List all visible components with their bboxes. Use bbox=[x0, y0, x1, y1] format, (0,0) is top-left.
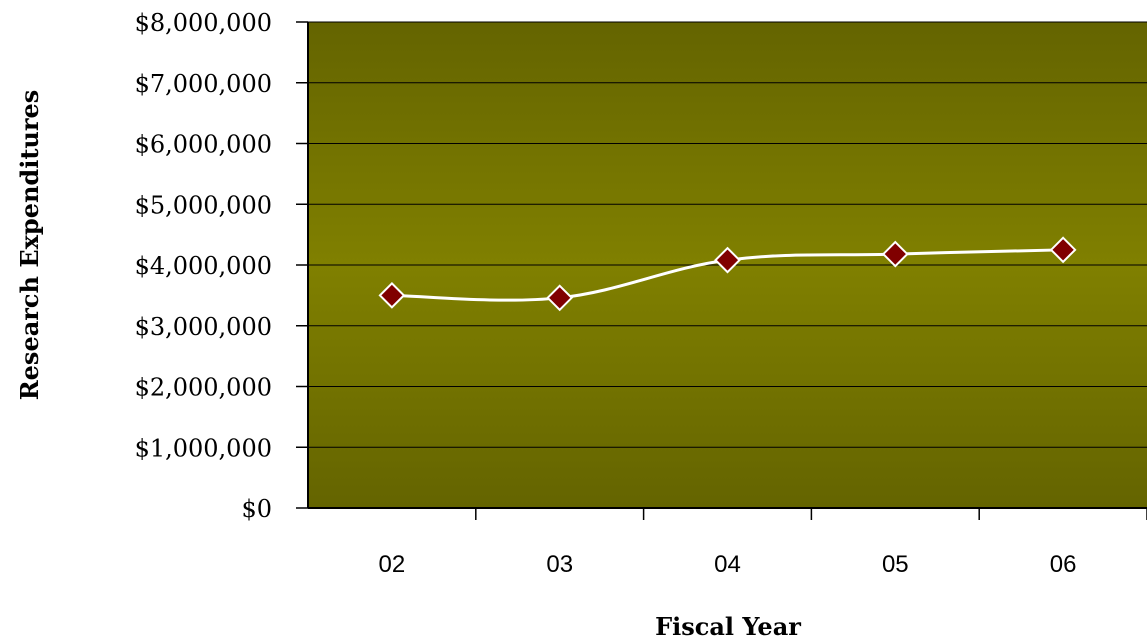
y-tick-label: $5,000,000 bbox=[135, 191, 272, 219]
y-tick-label: $3,000,000 bbox=[135, 313, 272, 341]
y-tick-label: $6,000,000 bbox=[135, 131, 272, 159]
y-tick-label: $1,000,000 bbox=[135, 434, 272, 462]
gridlines bbox=[308, 21, 1147, 448]
x-axis-ticks: 02 03 04 05 06 bbox=[379, 508, 1147, 578]
y-axis-label: Research Expenditures bbox=[15, 90, 44, 401]
x-tick-label: 03 bbox=[546, 551, 573, 578]
y-tick-label: $4,000,000 bbox=[135, 252, 272, 280]
data-point-marker bbox=[714, 246, 741, 274]
data-point-marker bbox=[546, 284, 574, 312]
data-markers bbox=[378, 236, 1077, 312]
y-tick-label: $7,000,000 bbox=[135, 70, 272, 98]
x-tick-label: 06 bbox=[1050, 551, 1077, 578]
y-axis-ticks: $0 $1,000,000 $2,000,000 $3,000,000 $4,000,0… bbox=[135, 9, 308, 523]
x-tick-label: 05 bbox=[882, 551, 909, 578]
data-point-marker bbox=[1049, 236, 1077, 264]
data-point-marker bbox=[378, 281, 406, 309]
x-axis-label: Fiscal Year bbox=[655, 612, 801, 641]
y-tick-label: $0 bbox=[241, 495, 272, 523]
data-point-marker bbox=[881, 240, 909, 268]
x-tick-label: 02 bbox=[379, 551, 406, 578]
x-tick-label: 04 bbox=[714, 551, 741, 578]
y-tick-label: $8,000,000 bbox=[135, 9, 272, 37]
y-tick-label: $2,000,000 bbox=[135, 374, 272, 402]
